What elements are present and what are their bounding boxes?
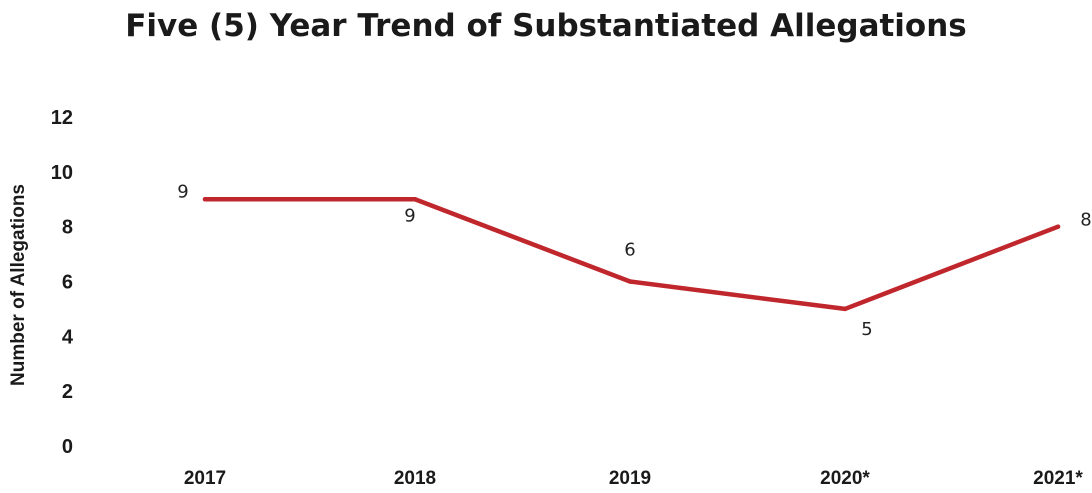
data-point [842, 306, 848, 312]
y-tick-label: 0 [62, 436, 73, 458]
x-axis-ticks: 2017 2018 2019 2020* 2021* [184, 468, 1084, 489]
data-label: 5 [861, 319, 872, 340]
x-tick-label: 2017 [184, 468, 226, 489]
series-group [202, 197, 1061, 312]
y-tick-label: 6 [62, 272, 73, 294]
x-tick-label: 2020* [820, 468, 870, 489]
y-tick-label: 8 [62, 217, 73, 239]
data-point [202, 197, 208, 202]
x-tick-label: 2018 [394, 468, 436, 489]
y-axis-ticks: 0 2 4 6 8 10 12 [51, 107, 74, 458]
y-tick-label: 10 [51, 162, 73, 184]
y-tick-label: 2 [62, 381, 73, 403]
data-point [1055, 224, 1061, 229]
y-tick-label: 4 [62, 326, 74, 348]
y-tick-label: 12 [51, 107, 73, 129]
data-label: 9 [177, 181, 188, 202]
data-point [412, 197, 418, 202]
data-label: 8 [1080, 210, 1091, 231]
y-axis-label: Number of Allegations [8, 184, 29, 386]
chart-title: Five (5) Year Trend of Substantiated All… [125, 8, 967, 44]
data-label: 6 [624, 240, 635, 261]
data-point [627, 279, 633, 284]
data-label: 9 [404, 205, 415, 226]
x-tick-label: 2021* [1033, 468, 1083, 489]
data-labels: 9 9 6 5 8 [177, 181, 1091, 340]
x-tick-label: 2019 [609, 468, 651, 489]
